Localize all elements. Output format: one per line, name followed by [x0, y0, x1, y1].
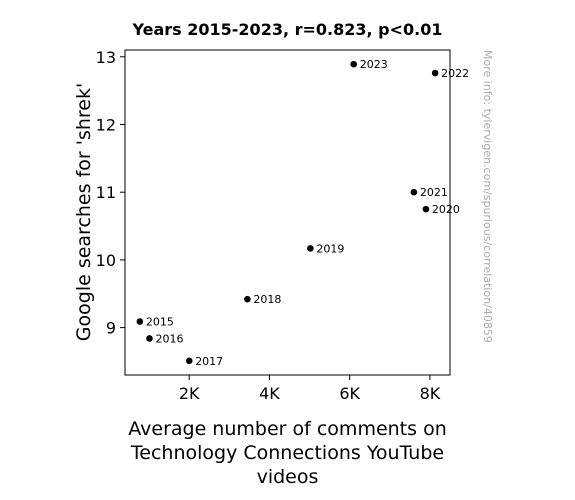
y-tick-label: 9 [106, 319, 116, 338]
data-point [307, 245, 314, 252]
data-point-label: 2022 [441, 67, 469, 80]
data-point [146, 335, 153, 342]
x-axis-ticks: 2K 4K 6K 8K [179, 375, 441, 403]
data-point-label: 2016 [155, 332, 183, 345]
data-point-label: 2020 [432, 203, 460, 216]
data-point [431, 69, 439, 77]
y-tick-label: 13 [96, 48, 116, 67]
data-point [185, 357, 193, 365]
data-point-label: 2018 [253, 293, 281, 306]
x-tick-label: 6K [339, 384, 360, 403]
x-tick-label: 4K [259, 384, 280, 403]
y-tick-label: 10 [96, 251, 116, 270]
data-point [136, 318, 144, 325]
x-axis-label: Average number of comments on Technology… [128, 418, 447, 488]
data-point-label: 2023 [360, 58, 388, 71]
y-tick-label: 11 [96, 183, 116, 202]
watermark-text: More info: tylervigen.com/spurious/corre… [481, 50, 494, 343]
y-axis-label: Google searches for 'shrek' [73, 82, 95, 342]
x-tick-label: 8K [420, 384, 441, 403]
data-point [410, 188, 418, 196]
x-tick-label: 2K [179, 384, 200, 403]
plot-area [124, 49, 451, 376]
data-point-label: 2021 [420, 186, 448, 199]
data-point [350, 60, 358, 68]
data-point-label: 2017 [195, 355, 223, 368]
data-point [422, 205, 430, 213]
data-point-label: 2019 [316, 242, 344, 255]
y-tick-label: 12 [96, 115, 116, 134]
chart-title: Years 2015-2023, r=0.823, p<0.01 [132, 20, 443, 39]
data-point [244, 295, 251, 303]
y-axis-ticks: 9 10 11 12 13 [96, 48, 125, 338]
data-points: 2015 2016 2017 2018 2019 2020 2021 2022 2023 [136, 58, 469, 368]
data-point-label: 2015 [146, 316, 174, 329]
